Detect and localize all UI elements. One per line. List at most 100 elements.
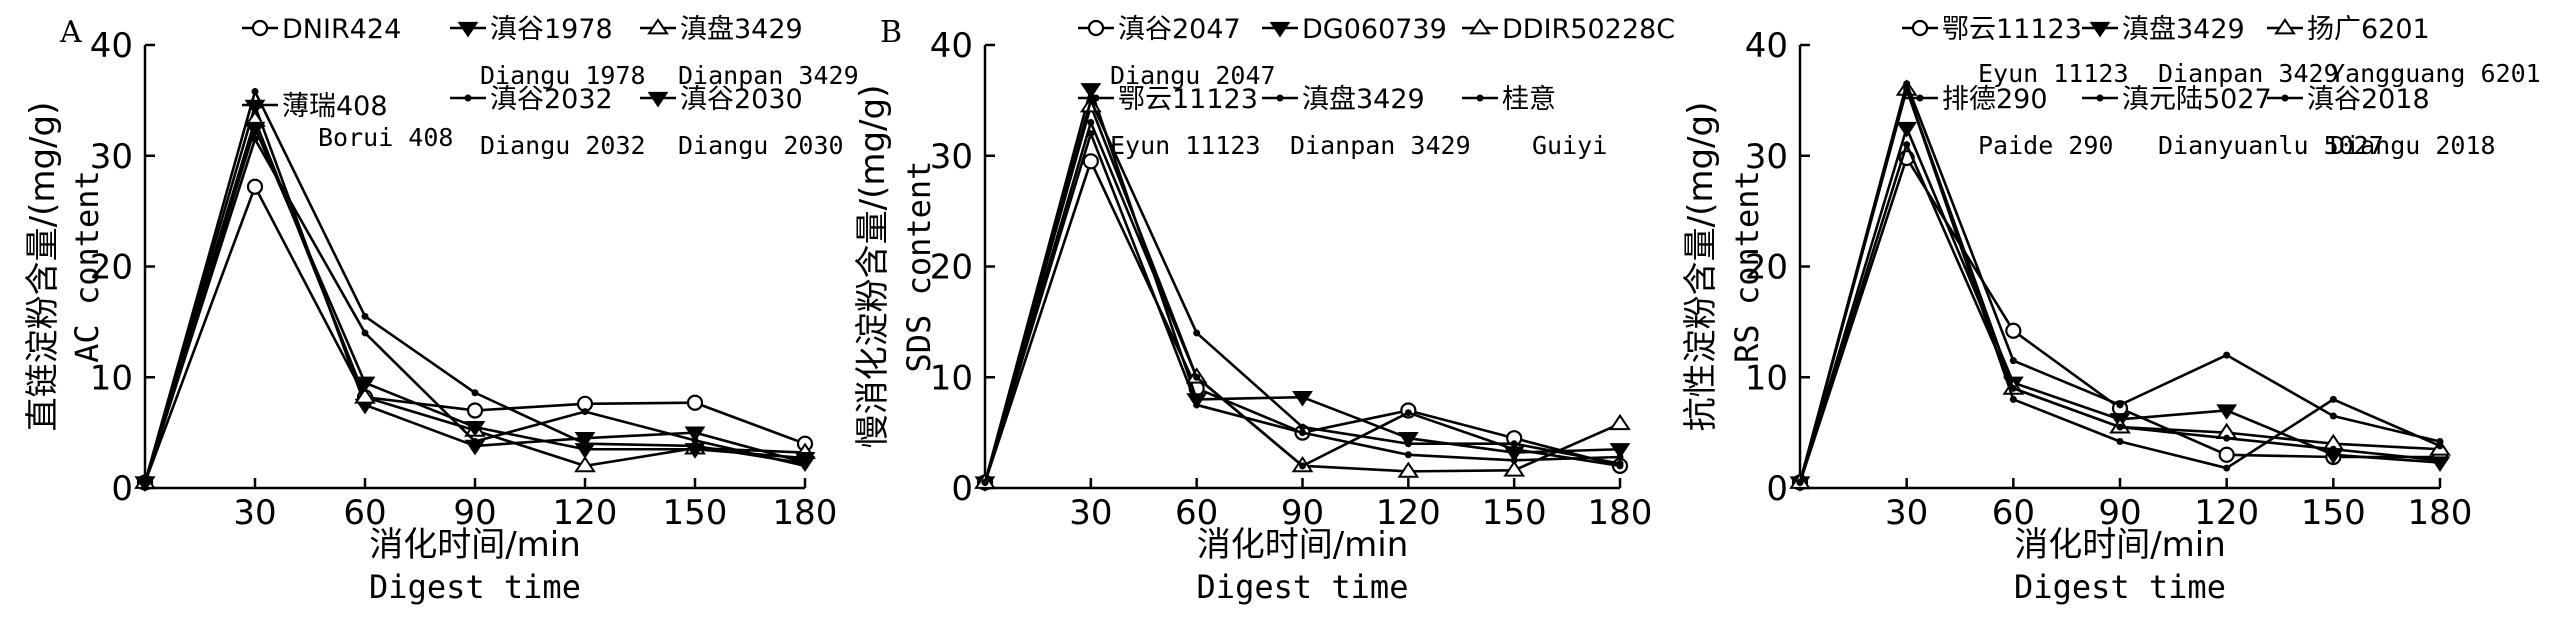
data-point	[1609, 443, 1631, 459]
x-tick-label: 60	[1992, 493, 2035, 533]
legend-label-en: Dianyuanlu 5027	[2158, 131, 2384, 160]
data-point	[2116, 423, 2124, 431]
legend-label-en: Diangu 2047	[1110, 61, 1276, 90]
data-point	[1193, 401, 1201, 409]
legend-label-en: Diangu 2032	[480, 131, 646, 160]
legend-label-en: Guiyi	[1532, 131, 1607, 160]
legend-label-en: Diangu 2018	[2330, 131, 2496, 160]
legend-label: 滇盘3429	[680, 14, 803, 45]
y-tick-label: 30	[930, 137, 973, 177]
y-axis-title: 慢消化淀粉含量/(mg/g)	[853, 85, 893, 449]
x-tick-label: 180	[773, 493, 838, 533]
data-point	[1404, 409, 1412, 417]
x-tick-label: 120	[1376, 493, 1441, 533]
data-point	[1193, 373, 1201, 381]
legend-label: DNIR424	[282, 14, 401, 45]
legend-entry: 鄂云11123 Eyun 11123	[1078, 84, 1261, 160]
legend-entry: DNIR424	[242, 14, 401, 45]
data-point	[361, 329, 369, 337]
legend-label: 滇盘3429	[2122, 14, 2245, 45]
data-point	[2009, 357, 2017, 365]
data-point	[2329, 412, 2337, 420]
legend-entry: 滇谷2047 Diangu 2047	[1078, 14, 1276, 90]
legend-label: DG060739	[1302, 14, 1447, 45]
data-point	[574, 432, 596, 448]
legend-label-en: Borui 408	[318, 123, 453, 152]
legend-entry: 滇谷2018 Diangu 2018	[2267, 84, 2496, 160]
legend-marker	[1469, 18, 1491, 35]
legend-label-en: Paide 290	[1978, 131, 2113, 160]
data-point	[1397, 432, 1419, 448]
legend-marker	[464, 94, 472, 102]
y-tick-label: 20	[90, 248, 133, 288]
legend-label-en: Eyun 11123	[1110, 131, 1261, 160]
legend-marker	[2274, 18, 2296, 35]
data-point	[2329, 445, 2337, 453]
x-axis-title: 消化时间/min	[369, 525, 581, 565]
legend-label: 桂意	[1502, 84, 1556, 115]
legend-label: 排德290	[1942, 84, 2048, 115]
legend-label: 滇元陆5027	[2122, 84, 2272, 115]
data-point	[2005, 322, 2022, 339]
data-point	[1404, 440, 1412, 448]
data-point	[1193, 329, 1201, 337]
data-point	[1087, 130, 1095, 138]
x-tick-label: 30	[1069, 493, 1112, 533]
data-point	[1903, 141, 1911, 149]
legend-marker	[256, 101, 264, 109]
data-point	[1896, 121, 1918, 138]
data-point	[2436, 456, 2444, 464]
x-axis-title-en: Digest time	[2014, 568, 2226, 606]
y-tick-label: 30	[90, 137, 133, 177]
y-tick-label: 10	[90, 358, 133, 398]
legend-marker	[1476, 94, 1484, 102]
y-axis-title-en: AC content	[68, 170, 106, 363]
data-point	[691, 436, 699, 444]
legend-entry: 滇谷2032 Diangu 2032	[450, 84, 646, 160]
x-tick-label: 30	[1885, 493, 1928, 533]
data-point	[2216, 404, 2238, 420]
legend-label-en: Diangu 2030	[678, 131, 844, 160]
legend-marker	[1092, 94, 1100, 102]
x-tick-label: 120	[2194, 493, 2259, 533]
legend-label: 鄂云11123	[1942, 14, 2082, 45]
legend-marker	[1916, 94, 1924, 102]
data-point	[2218, 446, 2235, 463]
legend-entry: DDIR50228C	[1462, 14, 1675, 45]
legend-label-en: Yangguang 6201	[2330, 59, 2541, 88]
legend-label-en: Eyun 11123	[1978, 59, 2129, 88]
data-point	[1397, 461, 1420, 478]
data-point	[1186, 393, 1208, 409]
data-point	[361, 312, 369, 320]
legend-marker	[1087, 19, 1105, 37]
data-point	[1609, 413, 1631, 431]
y-tick-label: 30	[1745, 137, 1788, 177]
legend-entry: 滇元陆5027 Dianyuanlu 5027	[2082, 84, 2384, 160]
legend-marker	[2281, 94, 2289, 102]
legend-label: 滇盘3429	[1302, 84, 1425, 115]
legend-label: 滇谷2018	[2307, 84, 2430, 115]
panel-label: A	[59, 15, 82, 50]
data-point	[2116, 437, 2124, 445]
legend-entry: 桂意 Guiyi	[1462, 84, 1607, 160]
legend-entry: DG060739	[1262, 14, 1447, 45]
y-tick-label: 20	[930, 248, 973, 288]
legend-entry: 扬广6201 Yangguang 6201	[2267, 14, 2541, 88]
series-line	[1796, 141, 2444, 486]
data-point	[1510, 445, 1518, 453]
x-tick-label: 150	[663, 493, 728, 533]
legend-entry: 滇谷2030 Diangu 2030	[640, 84, 844, 160]
y-axis-title-en: SDS content	[900, 161, 938, 373]
data-point	[1404, 451, 1412, 459]
x-tick-label: 180	[2408, 493, 2473, 533]
data-point	[246, 178, 264, 195]
x-tick-label: 30	[233, 493, 276, 533]
data-point	[1299, 423, 1306, 431]
legend-entry: 滇盘3429 Dianpan 3429	[2082, 14, 2339, 88]
legend-label: 鄂云11123	[1118, 84, 1258, 115]
data-point	[1616, 453, 1624, 461]
x-tick-label: 120	[553, 493, 618, 533]
